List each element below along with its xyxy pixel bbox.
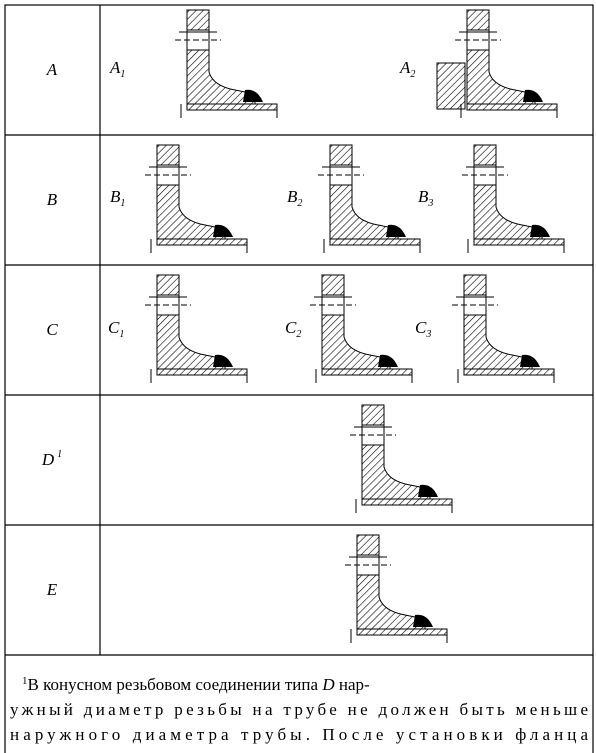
text: E: [46, 580, 58, 599]
subscript: 1: [120, 69, 125, 80]
subscript: 1: [119, 329, 124, 340]
subscript: 1: [120, 198, 125, 209]
footnote-line: ужный диаметр резьбы на трубе не должен …: [10, 700, 588, 719]
labels: A A1 A2B B1 B2 B3C C1 C2 C3D 1E: [41, 58, 434, 599]
text: C: [415, 318, 427, 337]
text: нар-: [335, 675, 370, 694]
text: B: [47, 190, 58, 209]
text: C: [108, 318, 120, 337]
superscript: 1: [57, 449, 62, 460]
row-label: C: [46, 320, 58, 339]
subscript: 3: [427, 198, 433, 209]
text: D: [321, 675, 335, 694]
subscript: 2: [297, 198, 302, 209]
subscript: 3: [425, 329, 431, 340]
footnote: 1В конусном резьбовом соединении типа D …: [10, 675, 588, 744]
footnote-line: 1В конусном резьбовом соединении типа D …: [22, 675, 370, 694]
text: C: [46, 320, 58, 339]
text: A: [399, 58, 411, 77]
item-label: C1: [108, 318, 124, 340]
item-label: A2: [399, 58, 415, 80]
item-label: B1: [110, 187, 125, 209]
drawings: [144, 9, 565, 644]
text: A: [109, 58, 121, 77]
subscript: 2: [410, 69, 415, 80]
text: D: [41, 450, 55, 469]
text: C: [285, 318, 297, 337]
item-label: B3: [418, 187, 433, 209]
text: В конусном резьбовом соединении типа: [28, 675, 323, 694]
text: A: [46, 60, 58, 79]
text: B: [110, 187, 121, 206]
row-label: B: [47, 190, 58, 209]
item-label: B2: [287, 187, 302, 209]
item-label: A1: [109, 58, 125, 80]
subscript: 2: [296, 329, 301, 340]
item-label: C3: [415, 318, 431, 340]
footnote-marker: 1: [22, 675, 28, 687]
row-label: E: [46, 580, 58, 599]
text: B: [287, 187, 298, 206]
table-grid: [4, 4, 594, 753]
item-label: C2: [285, 318, 301, 340]
row-label: A: [46, 60, 58, 79]
text: B: [418, 187, 429, 206]
footnote-line: наружного диаметра трубы. После установк…: [10, 725, 588, 744]
